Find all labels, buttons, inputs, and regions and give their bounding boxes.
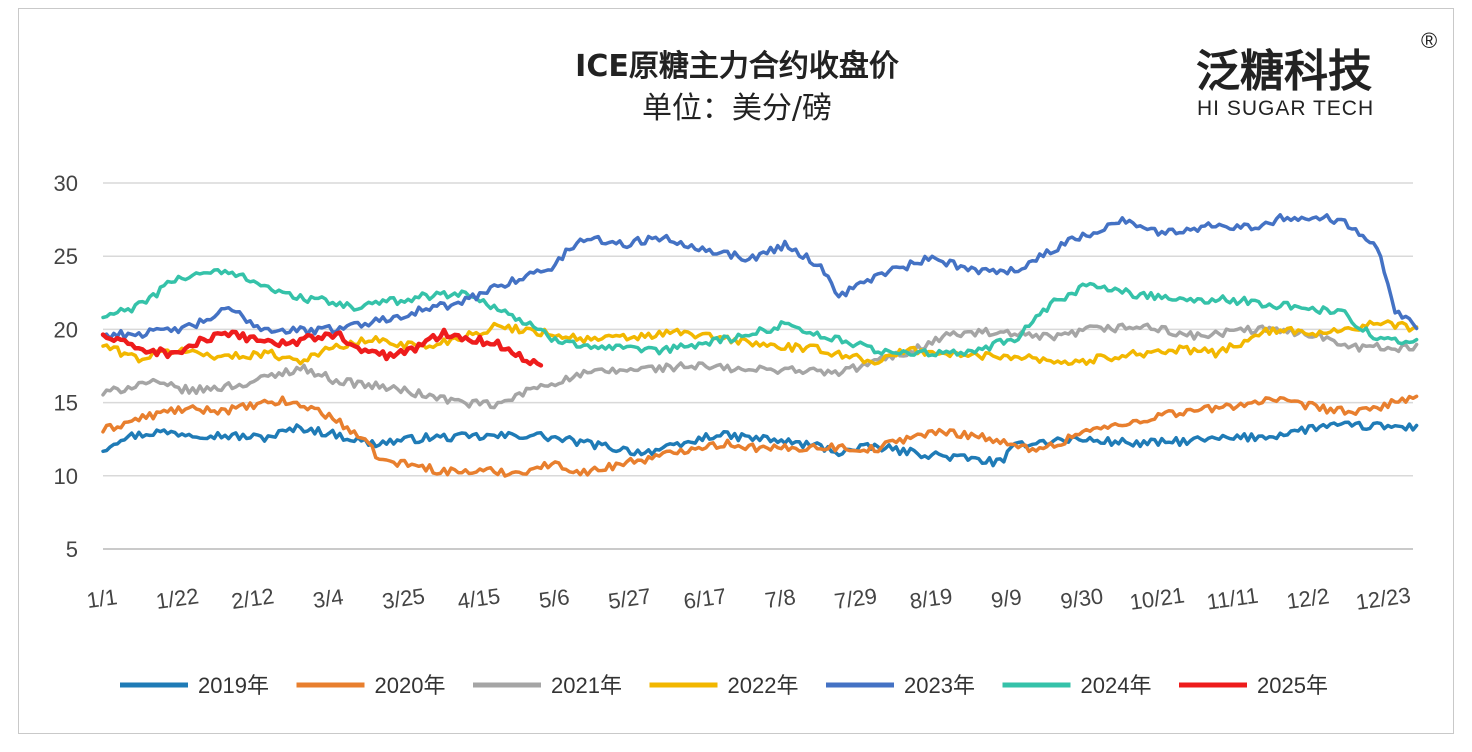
x-tick-label: 8/19 [908,583,954,614]
x-tick-label: 2/12 [230,583,276,614]
legend-label: 2022年 [728,673,799,698]
x-tick-label: 9/30 [1059,583,1105,614]
chart-title: ICE原糖主力合约收盘价 [575,49,899,84]
legend-label: 2019年 [198,673,269,698]
x-tick-label: 1/1 [85,584,119,613]
y-tick-label: 10 [54,464,78,489]
x-tick-label: 11/11 [1205,583,1260,615]
x-tick-label: 5/6 [537,584,571,613]
x-tick-label: 12/23 [1354,582,1412,614]
logo-cn: 泛糖科技 [1196,46,1372,97]
legend-label: 2020年 [375,673,446,698]
x-tick-label: 3/25 [380,583,426,614]
x-tick-label: 3/4 [311,584,345,613]
y-tick-label: 30 [54,171,78,196]
x-axis-ticks: 1/1 1/22 2/12 3/4 3/25 4/15 5/6 5/27 6/17 7/8 7/29… [85,582,1412,614]
x-tick-label: 6/17 [682,583,728,614]
y-tick-label: 25 [54,244,78,269]
series-line-2025 [100,327,544,368]
y-axis-ticks: 5 10 15 20 25 30 [54,171,78,562]
series-lines [100,213,1419,478]
x-tick-label: 12/2 [1285,583,1331,614]
series-line-2019 [101,420,1419,468]
x-tick-label: 9/9 [990,584,1024,613]
legend-label: 2024年 [1081,673,1152,698]
series-line-2023 [101,213,1419,341]
series-line-2020 [101,394,1419,478]
logo-en: HI SUGAR TECH [1197,97,1374,120]
legend-label: 2021年 [551,673,622,698]
x-tick-label: 4/15 [456,583,502,614]
x-tick-label: 10/21 [1128,582,1186,614]
chart-subtitle: 单位：美分/磅 [642,91,832,126]
x-tick-label: 5/27 [607,583,653,614]
logo-registered: ® [1421,28,1437,53]
y-tick-label: 20 [54,317,78,342]
x-tick-label: 1/22 [154,583,200,614]
series-line-2022 [101,319,1419,367]
legend-label: 2025年 [1257,673,1328,698]
series-line-2021 [101,322,1419,410]
x-tick-label: 7/8 [763,584,797,613]
x-tick-label: 7/29 [833,583,879,614]
series-line-2024 [101,267,1419,358]
y-tick-label: 15 [54,391,78,416]
legend: 2019年 2020年 2021年 2022年 2023年 2024年 2025年 [120,673,1328,698]
y-tick-label: 5 [66,537,78,562]
logo: 泛糖科技 HI SUGAR TECH ® [1196,28,1437,120]
legend-label: 2023年 [904,673,975,698]
